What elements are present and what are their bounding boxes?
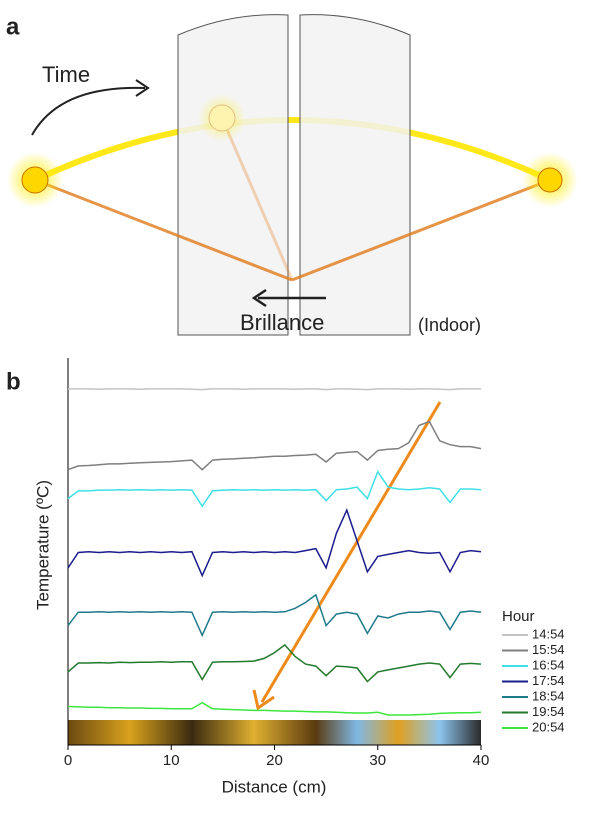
panel-label: b bbox=[6, 368, 21, 395]
panel-label: a bbox=[6, 13, 20, 40]
y-axis-label: Temperature (ºC) bbox=[33, 480, 52, 610]
time-arrow-head bbox=[135, 79, 150, 97]
stained-glass-strip bbox=[68, 720, 481, 745]
legend-label: 19:54 bbox=[532, 704, 565, 719]
data-line bbox=[67, 508, 482, 578]
data-line bbox=[67, 701, 482, 716]
legend-label: 14:54 bbox=[532, 626, 565, 641]
ray bbox=[291, 178, 551, 282]
brillance-label: Brillance bbox=[240, 310, 324, 335]
x-tick-label: 30 bbox=[369, 752, 386, 769]
time-label: Time bbox=[42, 62, 90, 87]
x-tick-label: 10 bbox=[163, 752, 180, 769]
x-tick-label: 40 bbox=[473, 752, 490, 769]
time-arrow bbox=[31, 86, 146, 136]
brillance-arrow-head bbox=[251, 288, 267, 308]
x-tick-label: 20 bbox=[266, 752, 283, 769]
window-left bbox=[177, 14, 289, 336]
sun bbox=[537, 167, 563, 193]
data-line bbox=[67, 420, 482, 471]
data-line bbox=[67, 470, 482, 508]
legend-label: 17:54 bbox=[532, 673, 565, 688]
ray bbox=[220, 117, 294, 281]
x-axis-label: Distance (cm) bbox=[222, 777, 327, 796]
data-line bbox=[68, 388, 481, 391]
indoor-label: (Indoor) bbox=[418, 315, 481, 335]
window-right bbox=[299, 14, 411, 336]
legend-title: Hour bbox=[502, 608, 535, 625]
x-tick-label: 0 bbox=[64, 752, 72, 769]
sun bbox=[208, 104, 236, 132]
sun bbox=[21, 166, 49, 194]
ray bbox=[34, 178, 293, 282]
legend-label: 18:54 bbox=[532, 688, 565, 703]
data-line bbox=[67, 643, 482, 683]
sun-path bbox=[33, 117, 552, 183]
data-line bbox=[67, 593, 482, 638]
legend-label: 15:54 bbox=[532, 642, 565, 657]
trend-arrow-head bbox=[252, 689, 275, 711]
legend-label: 20:54 bbox=[532, 719, 565, 734]
legend-label: 16:54 bbox=[532, 657, 565, 672]
